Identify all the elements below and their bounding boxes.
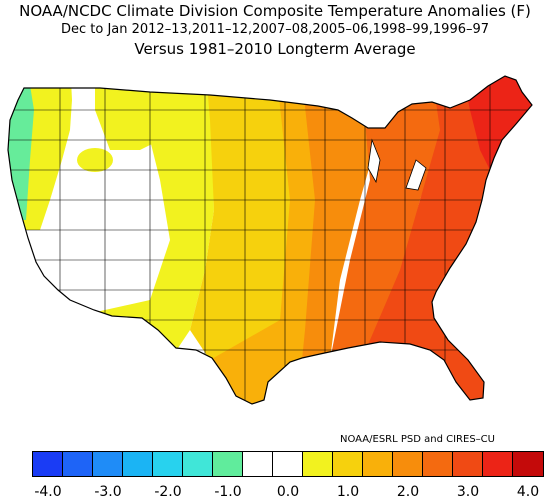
colorbar xyxy=(32,451,544,477)
colorbar-swatch xyxy=(273,452,303,476)
colorbar-tick-label: 1.0 xyxy=(336,484,360,500)
region-idaho-pocket xyxy=(77,148,113,172)
colorbar-swatch xyxy=(483,452,513,476)
colorbar-swatch xyxy=(93,452,123,476)
region-northern-plains xyxy=(190,76,295,360)
colorbar-swatch xyxy=(333,452,363,476)
colorbar-tick-label: 0.0 xyxy=(276,484,300,500)
colorbar-tick-label: -1.0 xyxy=(214,484,242,500)
colorbar-swatch xyxy=(303,452,333,476)
colorbar-tick-label: 2.0 xyxy=(396,484,420,500)
colorbar-tick-label: -3.0 xyxy=(94,484,122,500)
colorbar-swatch xyxy=(63,452,93,476)
data-credit: NOAA/ESRL PSD and CIRES–CU xyxy=(340,434,495,445)
region-southwest-plains xyxy=(60,76,214,360)
colorbar-swatch xyxy=(33,452,63,476)
colorbar-swatch xyxy=(393,452,423,476)
colorbar-swatch xyxy=(243,452,273,476)
lake-huron xyxy=(405,159,427,191)
colorbar-swatch xyxy=(513,452,543,476)
lake-michigan xyxy=(367,138,381,184)
colorbar-tick-label: 4.0 xyxy=(516,484,540,500)
colorbar-swatch xyxy=(453,452,483,476)
colorbar-swatch xyxy=(123,452,153,476)
region-upper-midwest xyxy=(295,76,380,404)
us-anomaly-map xyxy=(7,75,533,405)
colorbar-tick-label: -2.0 xyxy=(154,484,182,500)
region-central-plains xyxy=(210,76,315,404)
map-title-line-1: NOAA/NCDC Climate Division Composite Tem… xyxy=(19,2,531,20)
region-midwest xyxy=(310,76,440,404)
colorbar-swatch xyxy=(153,452,183,476)
colorbar-swatch xyxy=(423,452,453,476)
colorbar-tick-label: 3.0 xyxy=(456,484,480,500)
colorbar-swatch xyxy=(213,452,243,476)
map-title-line-3: Versus 1981–2010 Longterm Average xyxy=(134,40,416,58)
map-title-line-2: Dec to Jan 2012–13,2011–12,2007–08,2005–… xyxy=(60,22,490,37)
colorbar-swatch xyxy=(183,452,213,476)
colorbar-tick-label: -4.0 xyxy=(34,484,62,500)
colorbar-swatch xyxy=(363,452,393,476)
us-outline xyxy=(7,75,533,405)
